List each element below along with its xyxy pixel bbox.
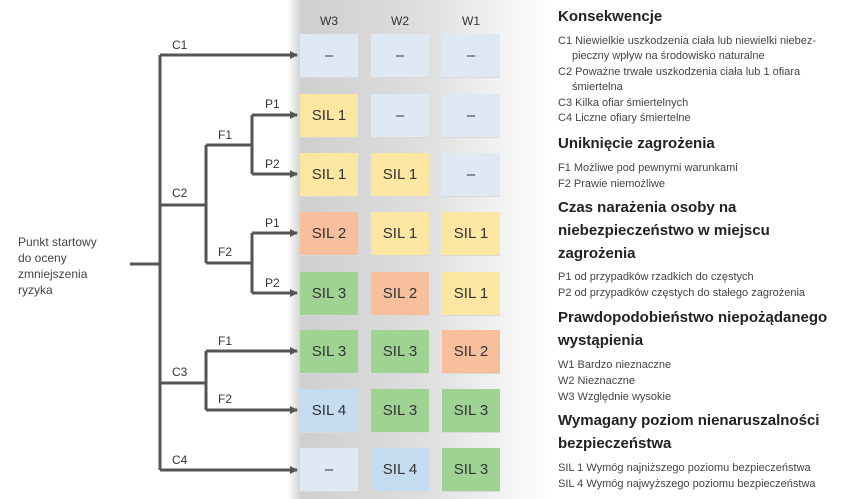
legend-c1-cont: pieczny wpływ na środowisko naturalne xyxy=(572,50,765,62)
matrix-cell: SIL 3 xyxy=(371,389,429,432)
matrix-cell: SIL 2 xyxy=(371,272,429,315)
matrix-cell: – xyxy=(442,34,500,77)
matrix-cell: SIL 4 xyxy=(300,389,358,432)
legend-sil4: SIL 4 Wymóg najwyższego poziomu bezpiecz… xyxy=(558,478,816,490)
branch-c2-label: C2 xyxy=(172,186,188,200)
matrix-cell: SIL 1 xyxy=(442,272,500,315)
matrix-cell: – xyxy=(442,94,500,137)
branch-c2-f2-label: F2 xyxy=(218,245,233,259)
legend-c1: C1 Niewielkie uszkodzenia ciała lub niew… xyxy=(558,35,817,47)
legend-f2: F2 Prawie niemożliwe xyxy=(558,178,665,190)
legend-exposure-title-cont: zagrożenia xyxy=(558,245,636,262)
branch-c2-f1-label: F1 xyxy=(218,128,233,142)
legend-exposure-title: Czas narażenia osoby na xyxy=(558,199,737,216)
branch-c2-f1-p1-label: P1 xyxy=(265,97,280,111)
matrix-cell: – xyxy=(300,448,358,491)
start-label-line: zmniejszenia xyxy=(18,267,88,281)
start-label-line: do oceny xyxy=(18,251,67,265)
legend-w2: W2 Nieznaczne xyxy=(558,375,636,387)
matrix-cell: – xyxy=(371,94,429,137)
legend-w1: W1 Bardzo nieznaczne xyxy=(558,359,672,371)
matrix-cell: SIL 1 xyxy=(371,153,429,196)
column-header-w3: W3 xyxy=(320,14,338,28)
legend-p1: P1 od przypadków rzadkich do częstych xyxy=(558,271,754,283)
branch-c2-f2-p2-label: P2 xyxy=(265,276,280,290)
start-label-line: Punkt startowy xyxy=(18,235,97,249)
matrix-cell: – xyxy=(442,153,500,196)
branch-c2-f1-p2-label: P2 xyxy=(265,157,280,171)
legend-c3: C3 Kilka ofiar śmiertelnych xyxy=(558,97,689,109)
matrix-cell: SIL 2 xyxy=(442,330,500,373)
legend-sil-title: Wymagany poziom nienaruszalności xyxy=(558,412,820,429)
legend-f1: F1 Możliwe pod pewnymi warunkami xyxy=(558,162,738,174)
column-header-w2: W2 xyxy=(391,14,409,28)
column-header-w1: W1 xyxy=(462,14,480,28)
legend-consequences-title: Konsekwencje xyxy=(558,8,663,25)
matrix-cell: SIL 1 xyxy=(300,153,358,196)
matrix-cell: SIL 2 xyxy=(300,212,358,255)
legend-c2: C2 Poważne trwałe uszkodzenia ciała lub … xyxy=(558,66,801,78)
branch-c3-f1-label: F1 xyxy=(218,334,233,348)
start-label: Punkt startowy do oceny zmniejszenia ryz… xyxy=(18,234,97,298)
matrix-cell: SIL 1 xyxy=(442,212,500,255)
legend-p2: P2 od przypadków częstych do stałego zag… xyxy=(558,287,806,299)
legend-sil-title-cont: bezpieczeństwa xyxy=(558,435,672,452)
matrix-cell: SIL 1 xyxy=(300,94,358,137)
matrix-cell: – xyxy=(300,34,358,77)
legend-sil1: SIL 1 Wymóg najniższego poziomu bezpiecz… xyxy=(558,462,811,474)
legend-c4: C4 Liczne ofiary śmiertelne xyxy=(558,112,691,124)
matrix-cell: SIL 4 xyxy=(371,448,429,491)
matrix-cell: SIL 1 xyxy=(371,212,429,255)
legend-exposure-title-cont: niebezpieczeństwo w miejscu xyxy=(558,222,770,239)
matrix-cell: SIL 3 xyxy=(300,330,358,373)
legend-probability-title-cont: wystąpienia xyxy=(558,332,644,349)
legend-c2-cont: śmiertelna xyxy=(572,81,623,93)
matrix-cell: SIL 3 xyxy=(442,389,500,432)
branch-c2-f2-p1-label: P1 xyxy=(265,216,280,230)
matrix-cell: – xyxy=(371,34,429,77)
matrix-cell: SIL 3 xyxy=(300,272,358,315)
branch-c1-label: C1 xyxy=(172,38,188,52)
branch-c4-label: C4 xyxy=(172,453,188,467)
legend-avoid-title: Uniknięcie zagrożenia xyxy=(558,135,715,152)
matrix-cell: SIL 3 xyxy=(442,448,500,491)
start-label-line: ryzyka xyxy=(18,283,53,297)
branch-c3-label: C3 xyxy=(172,365,188,379)
legend-probability-title: Prawdopodobieństwo niepożądanego xyxy=(558,309,828,326)
branch-c3-f2-label: F2 xyxy=(218,392,233,406)
legend-w3: W3 Względnie wysokie xyxy=(558,391,672,403)
matrix-cell: SIL 3 xyxy=(371,330,429,373)
